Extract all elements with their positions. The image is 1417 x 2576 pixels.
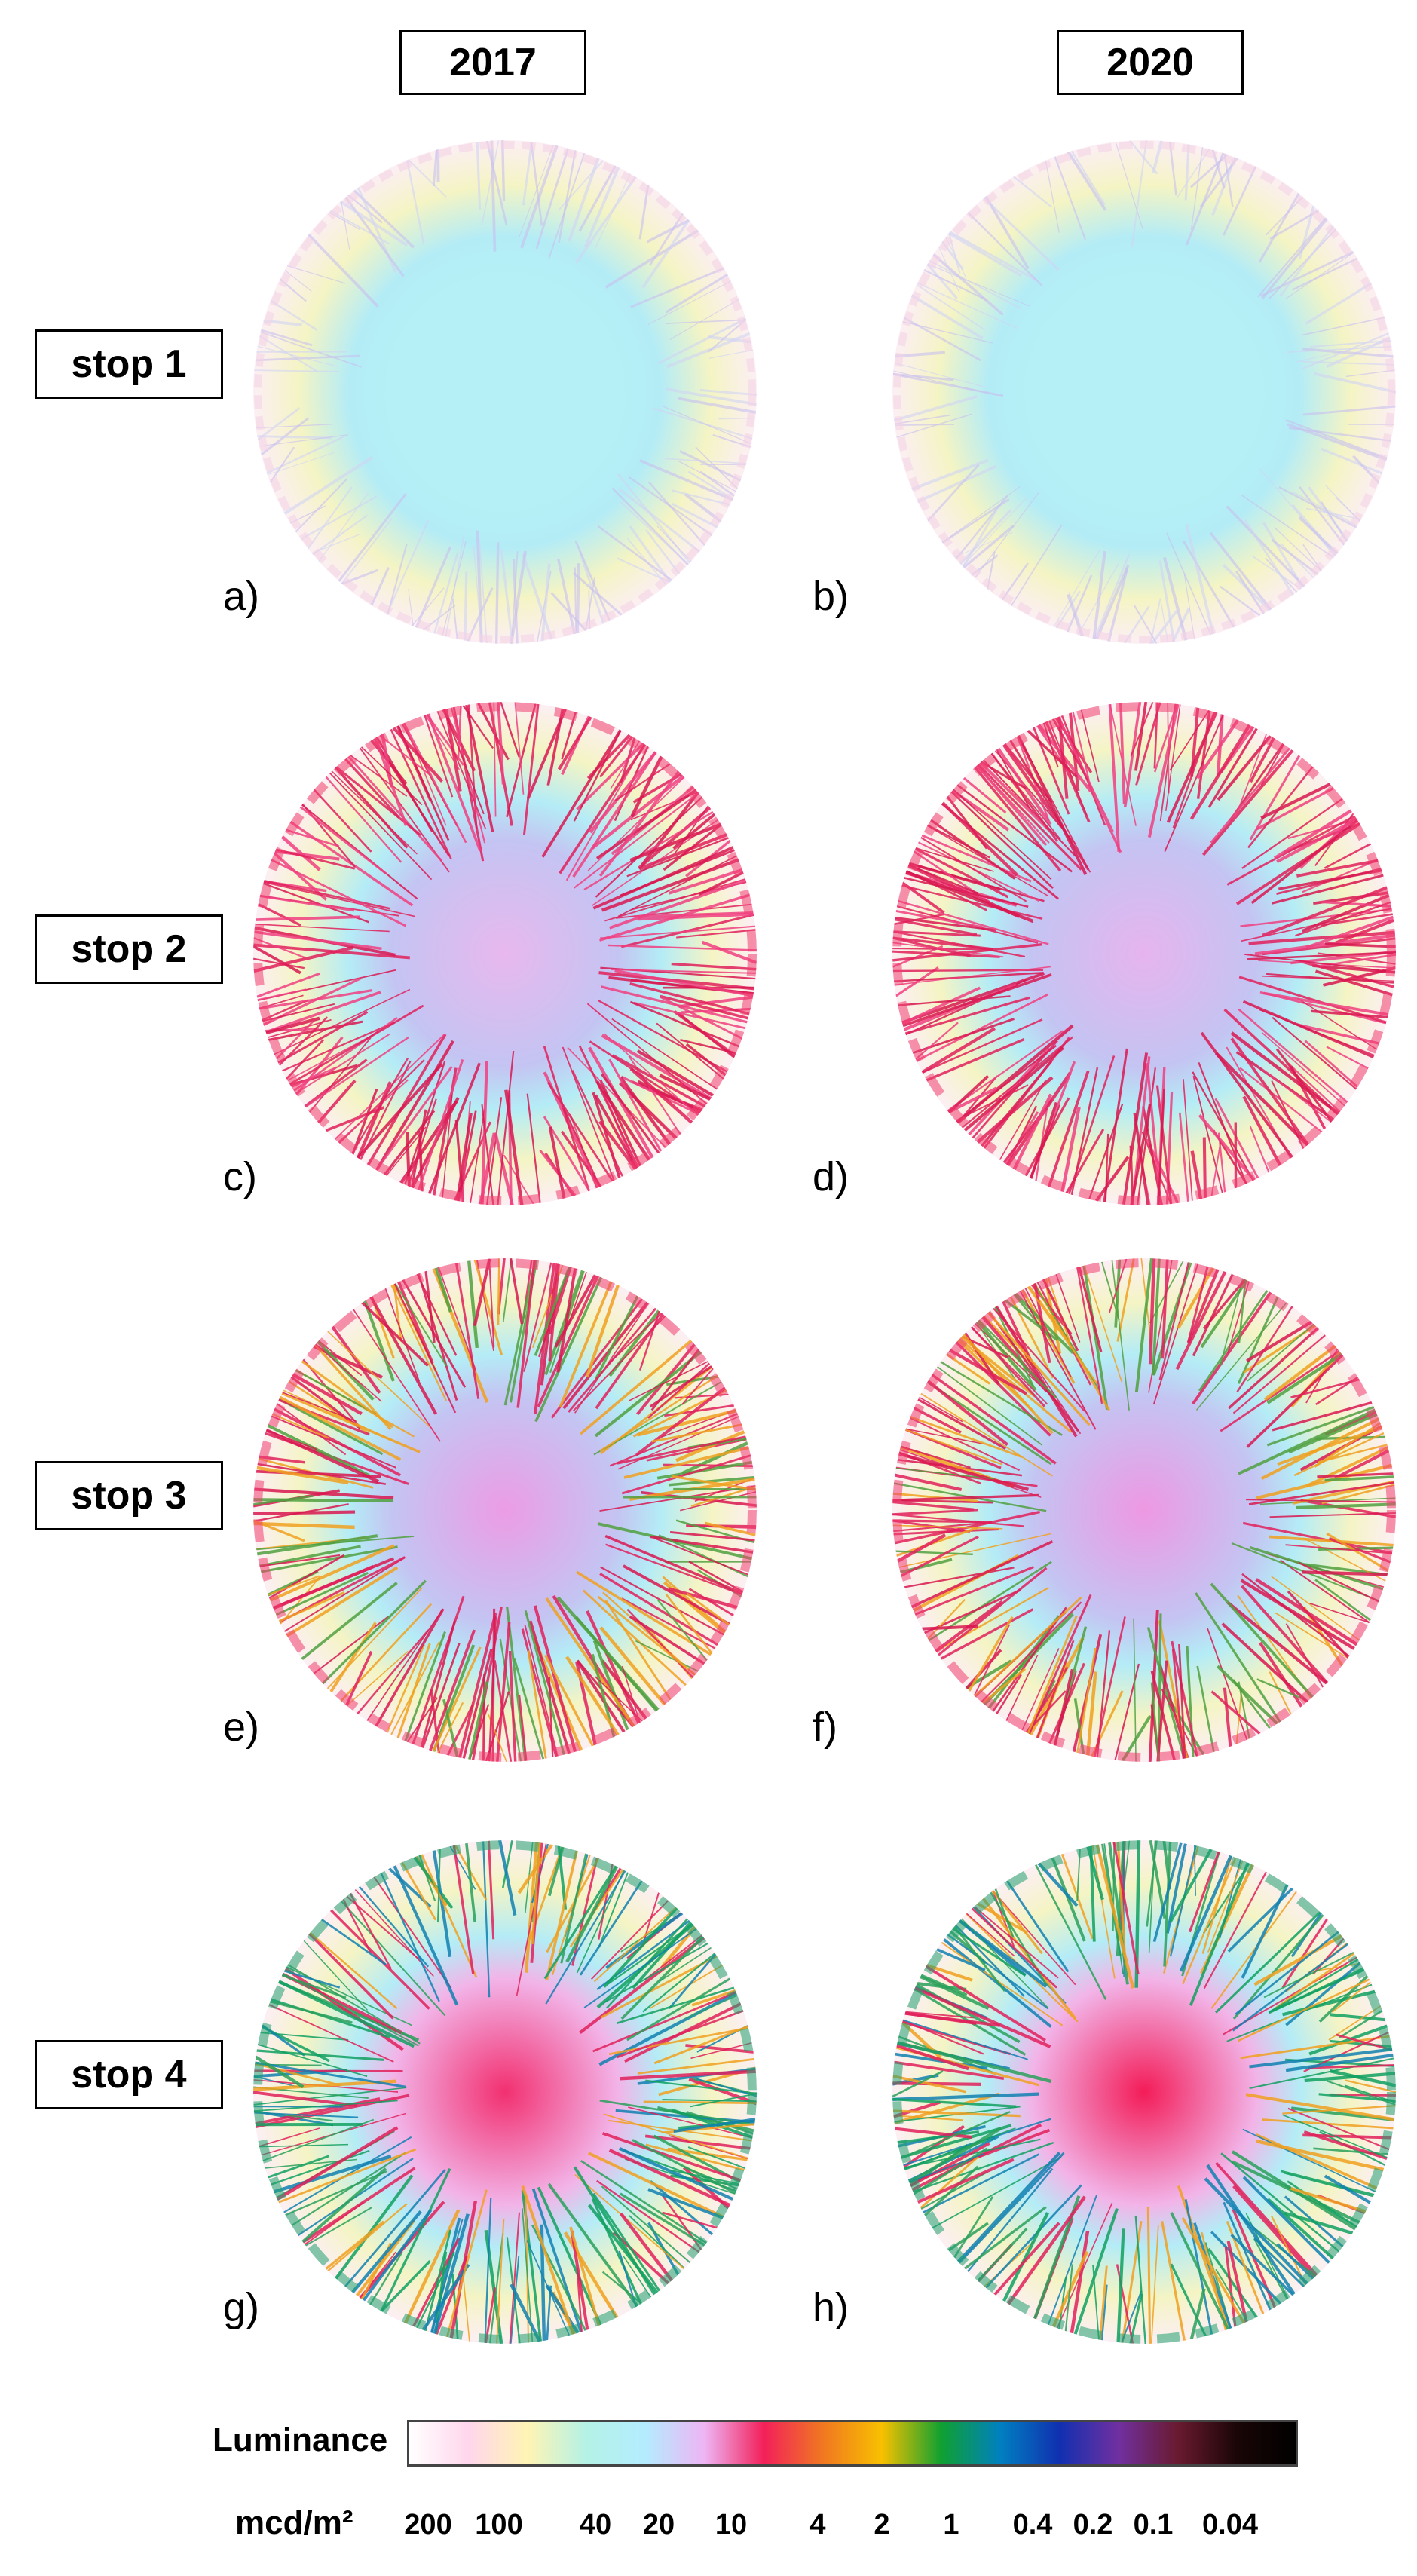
tree-canopy-overlay — [253, 1258, 757, 1762]
row-label-stop-1: stop 1 — [35, 329, 223, 399]
panel-label-b: b) — [813, 574, 849, 619]
colorbar-tick-label: 10 — [715, 2509, 748, 2541]
luminance-map-a — [253, 140, 757, 644]
colorbar-tick-label: 4 — [809, 2509, 826, 2541]
colorbar-tick-label: 20 — [642, 2509, 675, 2541]
sky-luminance-disk — [253, 702, 757, 1205]
panel-label-a: a) — [223, 574, 260, 619]
tree-canopy-overlay — [254, 140, 757, 644]
luminance-colorbar — [407, 2420, 1298, 2467]
sky-luminance-disk — [253, 140, 757, 644]
colorbar-tick-label: 1 — [943, 2509, 959, 2541]
sky-luminance-disk — [892, 140, 1396, 644]
tree-canopy-overlay — [892, 140, 1396, 644]
row-label-stop-2: stop 2 — [35, 914, 223, 984]
colorbar-tick-label: 40 — [579, 2509, 612, 2541]
column-header-2017: 2017 — [399, 30, 586, 95]
sky-luminance-disk — [253, 1258, 757, 1762]
sky-luminance-disk — [253, 1840, 757, 2344]
panel-label-e: e) — [223, 1705, 260, 1750]
row-label-stop-4: stop 4 — [35, 2040, 223, 2109]
colorbar-tick-label: 200 — [404, 2509, 452, 2541]
luminance-map-g — [253, 1840, 757, 2344]
luminance-map-c — [253, 702, 757, 1205]
tree-canopy-overlay — [892, 1840, 1396, 2344]
colorbar-tick-label: 0.1 — [1133, 2509, 1174, 2541]
colorbar-tick-label: 0.4 — [1012, 2509, 1053, 2541]
tree-canopy-overlay — [253, 1840, 757, 2344]
colorbar-tick-label: 0.04 — [1202, 2509, 1258, 2541]
row-label-stop-3: stop 3 — [35, 1461, 223, 1530]
colorbar-tick-label: 2 — [874, 2509, 890, 2541]
panel-label-h: h) — [813, 2285, 849, 2330]
colorbar-tick-label: 100 — [475, 2509, 523, 2541]
colorbar-tick-label: 0.2 — [1073, 2509, 1113, 2541]
luminance-map-e — [253, 1258, 757, 1762]
tree-canopy-overlay — [253, 702, 757, 1205]
column-header-2020: 2020 — [1057, 30, 1244, 95]
panel-label-f: f) — [813, 1705, 837, 1750]
luminance-map-h — [892, 1840, 1396, 2344]
legend-title: Luminance — [213, 2421, 388, 2458]
sky-luminance-disk — [892, 702, 1396, 1205]
luminance-map-b — [892, 140, 1396, 644]
panel-label-d: d) — [813, 1154, 849, 1199]
legend-unit: mcd/m² — [235, 2504, 353, 2541]
tree-canopy-overlay — [892, 1258, 1396, 1762]
panel-label-g: g) — [223, 2285, 260, 2330]
tree-canopy-overlay — [892, 702, 1396, 1205]
luminance-map-f — [892, 1258, 1396, 1762]
panel-label-c: c) — [223, 1154, 257, 1199]
luminance-map-d — [892, 702, 1396, 1205]
